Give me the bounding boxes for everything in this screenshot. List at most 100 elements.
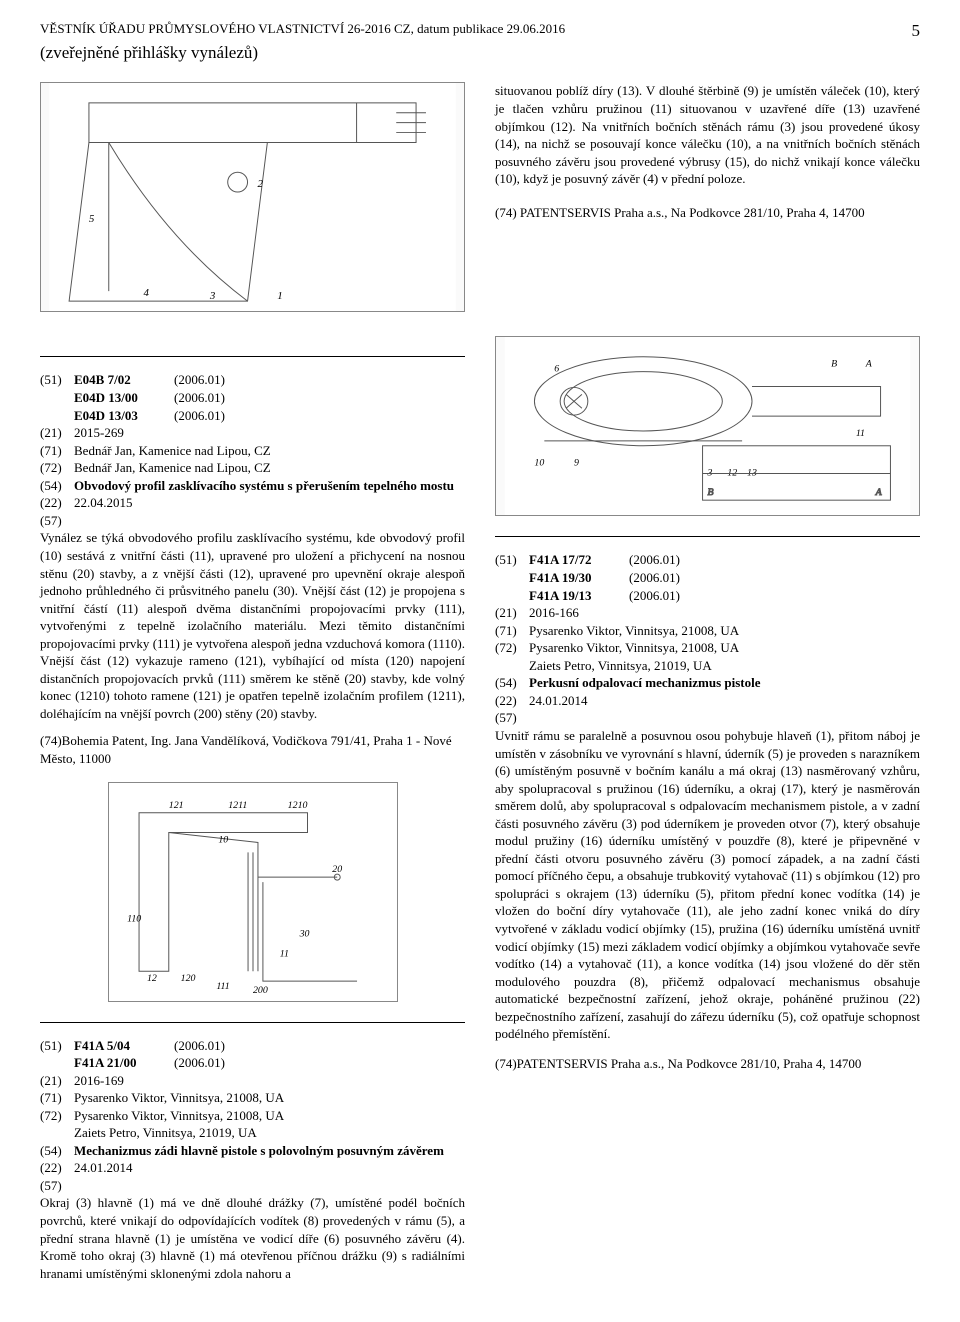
filing-date: 24.01.2014 xyxy=(529,692,588,710)
svg-text:10: 10 xyxy=(534,458,544,469)
top-columns: 4 3 5 2 1 situovanou poblíž díry (13). V… xyxy=(40,82,920,312)
ipc-year: (2006.01) xyxy=(174,389,225,407)
inid-51: (51) xyxy=(495,551,529,569)
header-title: VĚSTNÍK ÚŘADU PRŮMYSLOVÉHO VLASTNICTVÍ 2… xyxy=(40,20,565,38)
representative-text: PATENTSERVIS Praha a.s., Na Podkovce 281… xyxy=(520,205,865,220)
svg-text:B: B xyxy=(708,488,714,499)
svg-text:3: 3 xyxy=(209,291,216,303)
patent-entry-c: (51)F41A 17/72(2006.01) F41A 19/30(2006.… xyxy=(495,551,920,1042)
svg-text:6: 6 xyxy=(554,364,559,375)
svg-text:A: A xyxy=(875,488,883,499)
figure-2: 10 9 A B 3 13 12 11 6 B A xyxy=(495,336,920,516)
ipc-year: (2006.01) xyxy=(629,587,680,605)
ipc-year: (2006.01) xyxy=(174,1054,225,1072)
top-right-col: situovanou poblíž díry (13). V dlouhé št… xyxy=(495,82,920,312)
svg-text:13: 13 xyxy=(747,468,757,479)
inid-71: (71) xyxy=(495,622,529,640)
separator xyxy=(40,356,465,357)
filing-date: 24.01.2014 xyxy=(74,1159,133,1177)
page-header: VĚSTNÍK ÚŘADU PRŮMYSLOVÉHO VLASTNICTVÍ 2… xyxy=(40,20,920,38)
svg-text:111: 111 xyxy=(216,981,229,992)
inid-57: (57) xyxy=(40,1177,74,1195)
page-number: 5 xyxy=(912,20,921,43)
inventor-2: Zaiets Petro, Vinnitsya, 21019, UA xyxy=(40,1124,465,1142)
representative: Bohemia Patent, Ing. Jana Vandělíková, V… xyxy=(40,733,452,766)
invention-title: Mechanizmus zádi hlavně pistole s polovo… xyxy=(74,1142,444,1160)
inid-22: (22) xyxy=(40,494,74,512)
inid-57: (57) xyxy=(495,709,529,727)
svg-text:1211: 1211 xyxy=(228,799,247,810)
inventor: Bednář Jan, Kamenice nad Lipou, CZ xyxy=(74,459,271,477)
ipc-code: F41A 5/04 xyxy=(74,1037,174,1055)
continuation-paragraph: situovanou poblíž díry (13). V dlouhé št… xyxy=(495,82,920,187)
svg-text:4: 4 xyxy=(143,288,149,300)
left-col: (51)E04B 7/02(2006.01) E04D 13/00(2006.0… xyxy=(40,336,465,1292)
inid-54: (54) xyxy=(40,477,74,495)
patent-entry-a: (51)E04B 7/02(2006.01) E04D 13/00(2006.0… xyxy=(40,371,465,722)
inid-72: (72) xyxy=(40,1107,74,1125)
ipc-code: F41A 19/13 xyxy=(529,587,629,605)
inid-54: (54) xyxy=(495,674,529,692)
figure-1: 4 3 5 2 1 xyxy=(40,82,465,312)
inid-71: (71) xyxy=(40,1089,74,1107)
inid-57: (57) xyxy=(40,512,74,530)
svg-text:30: 30 xyxy=(298,928,309,939)
ipc-code: E04D 13/00 xyxy=(74,389,174,407)
ipc-code: E04B 7/02 xyxy=(74,371,174,389)
ipc-year: (2006.01) xyxy=(629,569,680,587)
inid-74: (74) xyxy=(40,733,62,748)
ipc-code: E04D 13/03 xyxy=(74,407,174,425)
inid-22: (22) xyxy=(495,692,529,710)
abstract-text: Vynález se týká obvodového profilu zaskl… xyxy=(40,529,465,722)
inid-72: (72) xyxy=(40,459,74,477)
inid-51: (51) xyxy=(40,371,74,389)
svg-text:3: 3 xyxy=(707,468,713,479)
abstract-text: Uvnitř rámu se paralelně a posuvnou osou… xyxy=(495,727,920,1043)
application-number: 2015-269 xyxy=(74,424,124,442)
applicant: Pysarenko Viktor, Vinnitsya, 21008, UA xyxy=(74,1089,284,1107)
inventor-2: Zaiets Petro, Vinnitsya, 21019, UA xyxy=(495,657,920,675)
ipc-year: (2006.01) xyxy=(174,1037,225,1055)
top-left-col: 4 3 5 2 1 xyxy=(40,82,465,312)
svg-text:110: 110 xyxy=(127,913,141,924)
ipc-code: F41A 21/00 xyxy=(74,1054,174,1072)
inid-72: (72) xyxy=(495,639,529,657)
svg-text:1: 1 xyxy=(277,291,282,303)
rep-a: (74)Bohemia Patent, Ing. Jana Vandělíkov… xyxy=(40,732,465,767)
inventor: Pysarenko Viktor, Vinnitsya, 21008, UA xyxy=(74,1107,284,1125)
inid-74: (74) xyxy=(495,1056,517,1071)
figure-3-wrap: 110 12 120 111 200 11 30 20 121 1211 121… xyxy=(40,782,465,1002)
inventor: Pysarenko Viktor, Vinnitsya, 21008, UA xyxy=(529,639,739,657)
svg-text:1210: 1210 xyxy=(287,799,307,810)
svg-text:12: 12 xyxy=(146,973,156,984)
inid-21: (21) xyxy=(40,424,74,442)
applicant: Pysarenko Viktor, Vinnitsya, 21008, UA xyxy=(529,622,739,640)
application-number: 2016-169 xyxy=(74,1072,124,1090)
svg-text:200: 200 xyxy=(253,985,268,996)
ipc-code: F41A 19/30 xyxy=(529,569,629,587)
rep-c: (74)PATENTSERVIS Praha a.s., Na Podkovce… xyxy=(495,1055,920,1073)
ipc-year: (2006.01) xyxy=(174,407,225,425)
representative: PATENTSERVIS Praha a.s., Na Podkovce 281… xyxy=(517,1056,862,1071)
separator xyxy=(40,1022,465,1023)
patent-entry-b: (51)F41A 5/04(2006.01) F41A 21/00(2006.0… xyxy=(40,1037,465,1283)
svg-text:121: 121 xyxy=(168,799,183,810)
figure-3: 110 12 120 111 200 11 30 20 121 1211 121… xyxy=(108,782,398,1002)
invention-title: Perkusní odpalovací mechanizmus pistole xyxy=(529,674,761,692)
inid-21: (21) xyxy=(495,604,529,622)
application-number: 2016-166 xyxy=(529,604,579,622)
main-columns: (51)E04B 7/02(2006.01) E04D 13/00(2006.0… xyxy=(40,336,920,1292)
representative-line: (74) PATENTSERVIS Praha a.s., Na Podkovc… xyxy=(495,204,920,222)
svg-text:B: B xyxy=(831,359,837,370)
svg-text:12: 12 xyxy=(727,468,737,479)
inid-54: (54) xyxy=(40,1142,74,1160)
inid-22: (22) xyxy=(40,1159,74,1177)
abstract-text: Okraj (3) hlavně (1) má ve dně dlouhé dr… xyxy=(40,1194,465,1282)
svg-text:9: 9 xyxy=(574,458,579,469)
svg-text:120: 120 xyxy=(180,973,195,984)
inid-51: (51) xyxy=(40,1037,74,1055)
invention-title: Obvodový profil zasklívacího systému s p… xyxy=(74,477,454,495)
filing-date: 22.04.2015 xyxy=(74,494,133,512)
svg-text:11: 11 xyxy=(279,948,288,959)
applicant: Bednář Jan, Kamenice nad Lipou, CZ xyxy=(74,442,271,460)
